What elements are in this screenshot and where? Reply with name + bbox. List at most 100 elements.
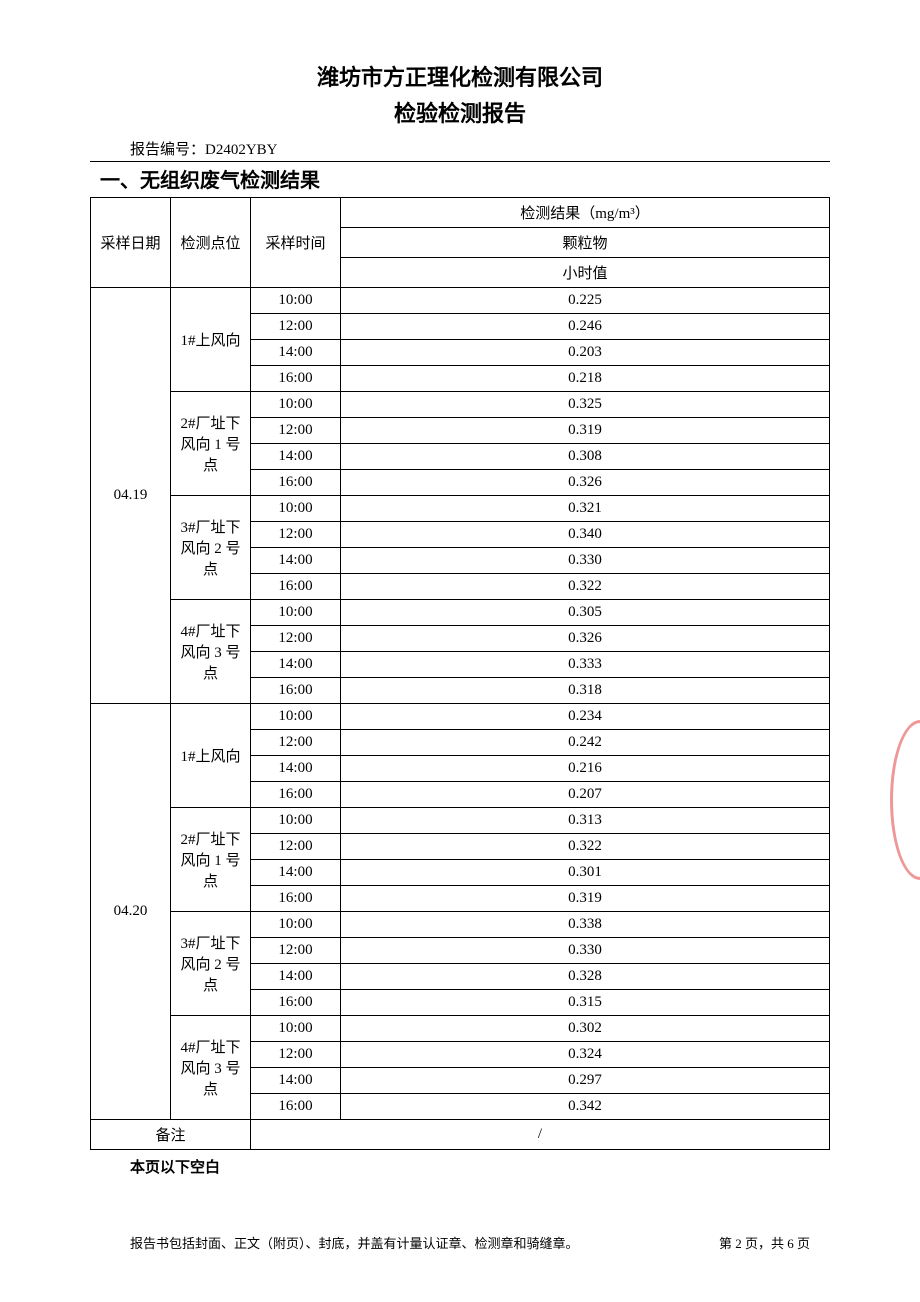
table-body: 04.191#上风向10:000.22512:000.24614:000.203… — [91, 288, 830, 1120]
header-time: 采样时间 — [251, 198, 341, 288]
header-divider — [90, 161, 830, 162]
section-title: 一、无组织废气检测结果 — [100, 164, 840, 193]
cell-date: 04.19 — [91, 288, 171, 704]
cell-value: 0.313 — [341, 808, 830, 834]
cell-time: 16:00 — [251, 1094, 341, 1120]
cell-value: 0.324 — [341, 1042, 830, 1068]
cell-value: 0.326 — [341, 470, 830, 496]
report-number: 报告编号：D2402YBY — [130, 138, 840, 159]
cell-value: 0.207 — [341, 782, 830, 808]
cell-time: 16:00 — [251, 678, 341, 704]
remark-row: 备注 / — [91, 1120, 830, 1150]
table-row: 04.201#上风向10:000.234 — [91, 704, 830, 730]
cell-point: 4#厂址下风向 3 号点 — [171, 600, 251, 704]
cell-point: 3#厂址下风向 2 号点 — [171, 912, 251, 1016]
header-result-value: 小时值 — [341, 258, 830, 288]
cell-value: 0.242 — [341, 730, 830, 756]
table-row: 4#厂址下风向 3 号点10:000.302 — [91, 1016, 830, 1042]
cell-value: 0.326 — [341, 626, 830, 652]
cell-time: 14:00 — [251, 444, 341, 470]
cell-time: 12:00 — [251, 938, 341, 964]
cell-time: 16:00 — [251, 574, 341, 600]
cell-time: 16:00 — [251, 470, 341, 496]
cell-point: 2#厂址下风向 1 号点 — [171, 392, 251, 496]
cell-time: 12:00 — [251, 834, 341, 860]
cell-value: 0.297 — [341, 1068, 830, 1094]
cell-time: 16:00 — [251, 990, 341, 1016]
cell-value: 0.305 — [341, 600, 830, 626]
cell-time: 10:00 — [251, 704, 341, 730]
page-footer: 报告书包括封面、正文（附页）、封底，并盖有计量认证章、检测章和骑缝章。 第 2 … — [80, 1233, 840, 1252]
cell-value: 0.318 — [341, 678, 830, 704]
cell-value: 0.338 — [341, 912, 830, 938]
cell-value: 0.321 — [341, 496, 830, 522]
table-header-row-1: 采样日期 检测点位 采样时间 检测结果（mg/m³） — [91, 198, 830, 228]
results-table: 采样日期 检测点位 采样时间 检测结果（mg/m³） 颗粒物 小时值 04.19… — [90, 197, 830, 1150]
cell-time: 10:00 — [251, 496, 341, 522]
cell-time: 16:00 — [251, 886, 341, 912]
table-row: 3#厂址下风向 2 号点10:000.321 — [91, 496, 830, 522]
header-point: 检测点位 — [171, 198, 251, 288]
cell-value: 0.342 — [341, 1094, 830, 1120]
footer-left: 报告书包括封面、正文（附页）、封底，并盖有计量认证章、检测章和骑缝章。 — [130, 1233, 579, 1252]
cell-value: 0.216 — [341, 756, 830, 782]
cell-time: 14:00 — [251, 652, 341, 678]
cell-time: 10:00 — [251, 1016, 341, 1042]
cell-value: 0.322 — [341, 834, 830, 860]
table-row: 3#厂址下风向 2 号点10:000.338 — [91, 912, 830, 938]
cell-time: 12:00 — [251, 1042, 341, 1068]
cell-value: 0.203 — [341, 340, 830, 366]
cell-value: 0.330 — [341, 548, 830, 574]
cell-time: 14:00 — [251, 964, 341, 990]
cell-value: 0.308 — [341, 444, 830, 470]
header-result-type: 颗粒物 — [341, 228, 830, 258]
cell-time: 14:00 — [251, 1068, 341, 1094]
table-row: 2#厂址下风向 1 号点10:000.313 — [91, 808, 830, 834]
cell-value: 0.322 — [341, 574, 830, 600]
cell-value: 0.319 — [341, 418, 830, 444]
cell-time: 10:00 — [251, 912, 341, 938]
cell-time: 14:00 — [251, 548, 341, 574]
remark-value: / — [251, 1120, 830, 1150]
cell-point: 3#厂址下风向 2 号点 — [171, 496, 251, 600]
cell-value: 0.328 — [341, 964, 830, 990]
cell-time: 16:00 — [251, 366, 341, 392]
cell-time: 14:00 — [251, 340, 341, 366]
cell-time: 10:00 — [251, 600, 341, 626]
cell-value: 0.246 — [341, 314, 830, 340]
cell-value: 0.301 — [341, 860, 830, 886]
cell-value: 0.330 — [341, 938, 830, 964]
table-row: 04.191#上风向10:000.225 — [91, 288, 830, 314]
remark-label: 备注 — [91, 1120, 251, 1150]
table-footer: 备注 / — [91, 1120, 830, 1150]
cell-point: 1#上风向 — [171, 704, 251, 808]
footer-right: 第 2 页，共 6 页 — [719, 1233, 810, 1252]
company-name: 潍坊市方正理化检测有限公司 — [80, 60, 840, 92]
cell-time: 10:00 — [251, 392, 341, 418]
cell-value: 0.319 — [341, 886, 830, 912]
seal-stamp-text — [893, 723, 903, 743]
cell-value: 0.302 — [341, 1016, 830, 1042]
cell-point: 2#厂址下风向 1 号点 — [171, 808, 251, 912]
blank-note: 本页以下空白 — [130, 1156, 840, 1177]
cell-time: 12:00 — [251, 314, 341, 340]
report-page: 潍坊市方正理化检测有限公司 检验检测报告 报告编号：D2402YBY 一、无组织… — [0, 0, 920, 1302]
report-type: 检验检测报告 — [80, 96, 840, 128]
cell-time: 14:00 — [251, 860, 341, 886]
cell-time: 14:00 — [251, 756, 341, 782]
cell-value: 0.225 — [341, 288, 830, 314]
cell-time: 12:00 — [251, 626, 341, 652]
header-date: 采样日期 — [91, 198, 171, 288]
table-row: 2#厂址下风向 1 号点10:000.325 — [91, 392, 830, 418]
cell-point: 4#厂址下风向 3 号点 — [171, 1016, 251, 1120]
cell-value: 0.333 — [341, 652, 830, 678]
seal-stamp-icon — [890, 720, 920, 880]
report-number-value: D2402YBY — [205, 142, 278, 158]
report-number-label: 报告编号： — [130, 142, 205, 158]
cell-value: 0.325 — [341, 392, 830, 418]
cell-time: 16:00 — [251, 782, 341, 808]
table-header: 采样日期 检测点位 采样时间 检测结果（mg/m³） 颗粒物 小时值 — [91, 198, 830, 288]
cell-time: 10:00 — [251, 288, 341, 314]
cell-value: 0.340 — [341, 522, 830, 548]
cell-value: 0.218 — [341, 366, 830, 392]
